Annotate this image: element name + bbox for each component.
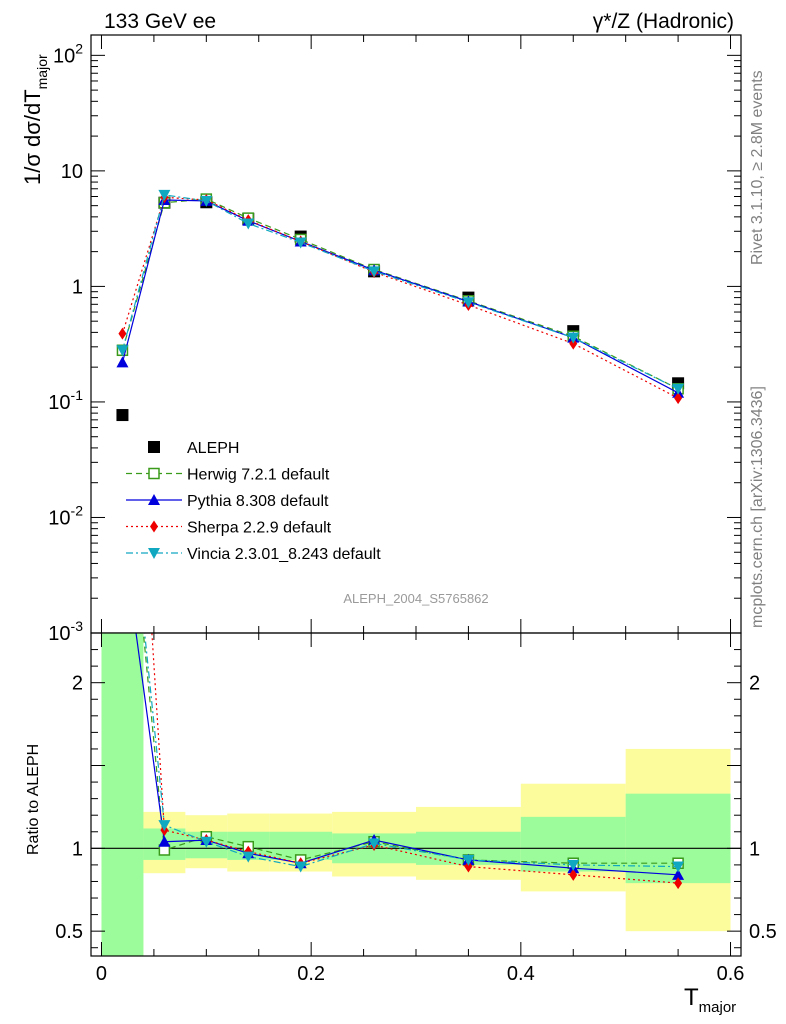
svg-text:1/σ dσ/dTmajor: 1/σ dσ/dTmajor — [20, 54, 50, 185]
ratio-line — [151, 633, 679, 884]
data-point — [567, 332, 580, 344]
data-point — [294, 237, 307, 249]
ratio-point — [567, 859, 580, 871]
ratio-point — [672, 861, 685, 873]
series-sherpa — [118, 191, 683, 405]
ratio-y-tick-label: 1 — [72, 838, 83, 860]
y-tick-label: 10-3 — [48, 618, 83, 645]
data-point — [116, 356, 129, 368]
svg-text:Tmajor: Tmajor — [684, 984, 736, 1016]
data-point — [242, 218, 255, 230]
ratio-point — [464, 860, 473, 873]
rivet-label: Rivet 3.1.10, ≥ 2.8M events — [749, 70, 766, 265]
legend-label: Herwig 7.2.1 default — [187, 467, 330, 484]
series-vincia — [116, 189, 685, 395]
series-pythia — [116, 193, 685, 398]
mcplots-label: mcplots.cern.ch [arXiv:1306.3436] — [749, 386, 766, 628]
header-right: γ*/Z (Hadronic) — [593, 10, 734, 33]
ratio-y-tick-label-right: 2 — [749, 673, 760, 695]
x-tick-label: 0.6 — [717, 963, 745, 985]
analysis-watermark: ALEPH_2004_S5765862 — [343, 591, 488, 606]
ratio-line — [144, 633, 679, 868]
ratio-y-axis-label: Ratio to ALEPH — [25, 744, 42, 855]
y-tick-label: 10 — [61, 161, 83, 183]
legend-item: Herwig 7.2.1 default — [126, 467, 330, 484]
legend-marker — [148, 467, 160, 480]
legend-label: ALEPH — [187, 440, 239, 457]
main-panel: 10-3 10-2 10-1 1 10 102 ALEPH Herwig 7.2.1 defa… — [48, 34, 742, 645]
legend-item: Pythia 8.308 default — [126, 493, 329, 510]
main-y-axis-label: 1/σ dσ/dTmajor — [20, 54, 50, 185]
uncertainty-bands — [101, 633, 731, 956]
legend-item: Sherpa 2.2.9 default — [126, 520, 332, 537]
series-line — [121, 194, 679, 390]
data-point — [368, 266, 381, 278]
ratio-point — [158, 835, 171, 847]
data-point — [118, 327, 127, 340]
y-tick-label: 102 — [53, 40, 83, 67]
legend-label: Sherpa 2.2.9 default — [187, 520, 332, 537]
legend-label: Pythia 8.308 default — [187, 493, 329, 510]
x-tick-label: 0.4 — [507, 963, 535, 985]
ratio-point — [200, 836, 213, 848]
ratio-point — [674, 877, 683, 890]
ratio-y-tick-label: 2 — [72, 673, 83, 695]
data-point — [674, 392, 683, 405]
legend-marker — [148, 494, 160, 505]
ratio-point — [158, 820, 171, 832]
legend-marker — [150, 520, 158, 533]
legend: ALEPH Herwig 7.2.1 default Pythia 8.308 de… — [126, 440, 381, 563]
ratio-point — [242, 851, 255, 863]
data-point — [672, 383, 685, 395]
series-line — [121, 198, 679, 390]
ratio-series-vincia — [144, 633, 685, 873]
x-tick-label: 0.2 — [297, 963, 325, 985]
legend-label: Vincia 2.3.01_8.243 default — [187, 546, 381, 563]
series-line — [121, 199, 679, 394]
data-point — [200, 195, 213, 207]
data-point — [462, 297, 475, 309]
ratio-point — [569, 868, 578, 881]
ratio-y-tick-label-right: 1 — [749, 838, 760, 860]
ratio-y-tick-label: 0.5 — [55, 921, 83, 943]
series-aleph — [116, 196, 685, 422]
y-tick-label: 10-1 — [48, 387, 83, 414]
ratio-point — [368, 838, 381, 850]
y-tick-label: 10-2 — [48, 502, 83, 529]
series-line — [121, 196, 679, 399]
legend-marker — [148, 441, 160, 453]
ratio-point — [462, 854, 475, 866]
ratio-y-tick-label-right: 0.5 — [749, 921, 777, 943]
x-tick-label: 0 — [96, 963, 107, 985]
ratio-panel: 0.5 0.5 1 1 2 2 0 0.2 0.4 0.6 — [55, 632, 777, 985]
legend-item: ALEPH — [148, 440, 239, 457]
ratio-point — [294, 861, 307, 873]
data-point — [116, 409, 129, 422]
main-frame — [90, 34, 742, 634]
ratio-point — [672, 868, 685, 880]
data-point — [116, 345, 129, 357]
y-tick-label: 1 — [72, 276, 83, 298]
data-point — [158, 189, 171, 201]
ratio-frame — [90, 632, 742, 957]
x-axis-label: Tmajor — [684, 984, 736, 1016]
series-herwig — [116, 193, 684, 395]
header-left: 133 GeV ee — [104, 10, 216, 33]
inner-band — [101, 633, 144, 956]
legend-item: Vincia 2.3.01_8.243 default — [126, 546, 381, 563]
legend-marker — [148, 548, 160, 559]
